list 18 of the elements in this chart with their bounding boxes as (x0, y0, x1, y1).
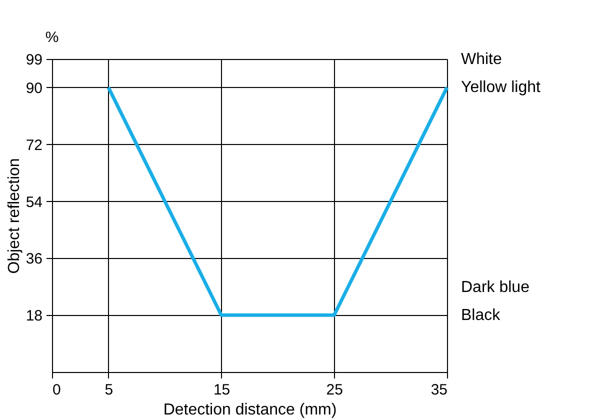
y-tick-label: 18 (26, 308, 42, 325)
x-tick-label: 25 (326, 382, 343, 398)
text: Yellow light (461, 79, 542, 96)
text: Dark blue (461, 279, 530, 296)
y-tick-label: 72 (26, 136, 42, 154)
y-tick-label: 99 (26, 52, 42, 68)
text: % (45, 29, 59, 46)
y-axis-title: Object reflection (6, 158, 23, 274)
y-tick-label: 54 (26, 194, 42, 211)
y-tick-label: 36 (26, 250, 42, 268)
x-tick-label: 15 (213, 382, 230, 398)
x-tick-label: 0 (52, 382, 61, 398)
text: Black (461, 307, 502, 324)
x-axis-title: Detection distance (mm) (163, 402, 337, 418)
text: White (461, 51, 502, 68)
x-tick-label: 35 (430, 382, 448, 398)
y-tick-label: 90 (26, 80, 42, 97)
x-tick-label: 5 (104, 382, 114, 398)
